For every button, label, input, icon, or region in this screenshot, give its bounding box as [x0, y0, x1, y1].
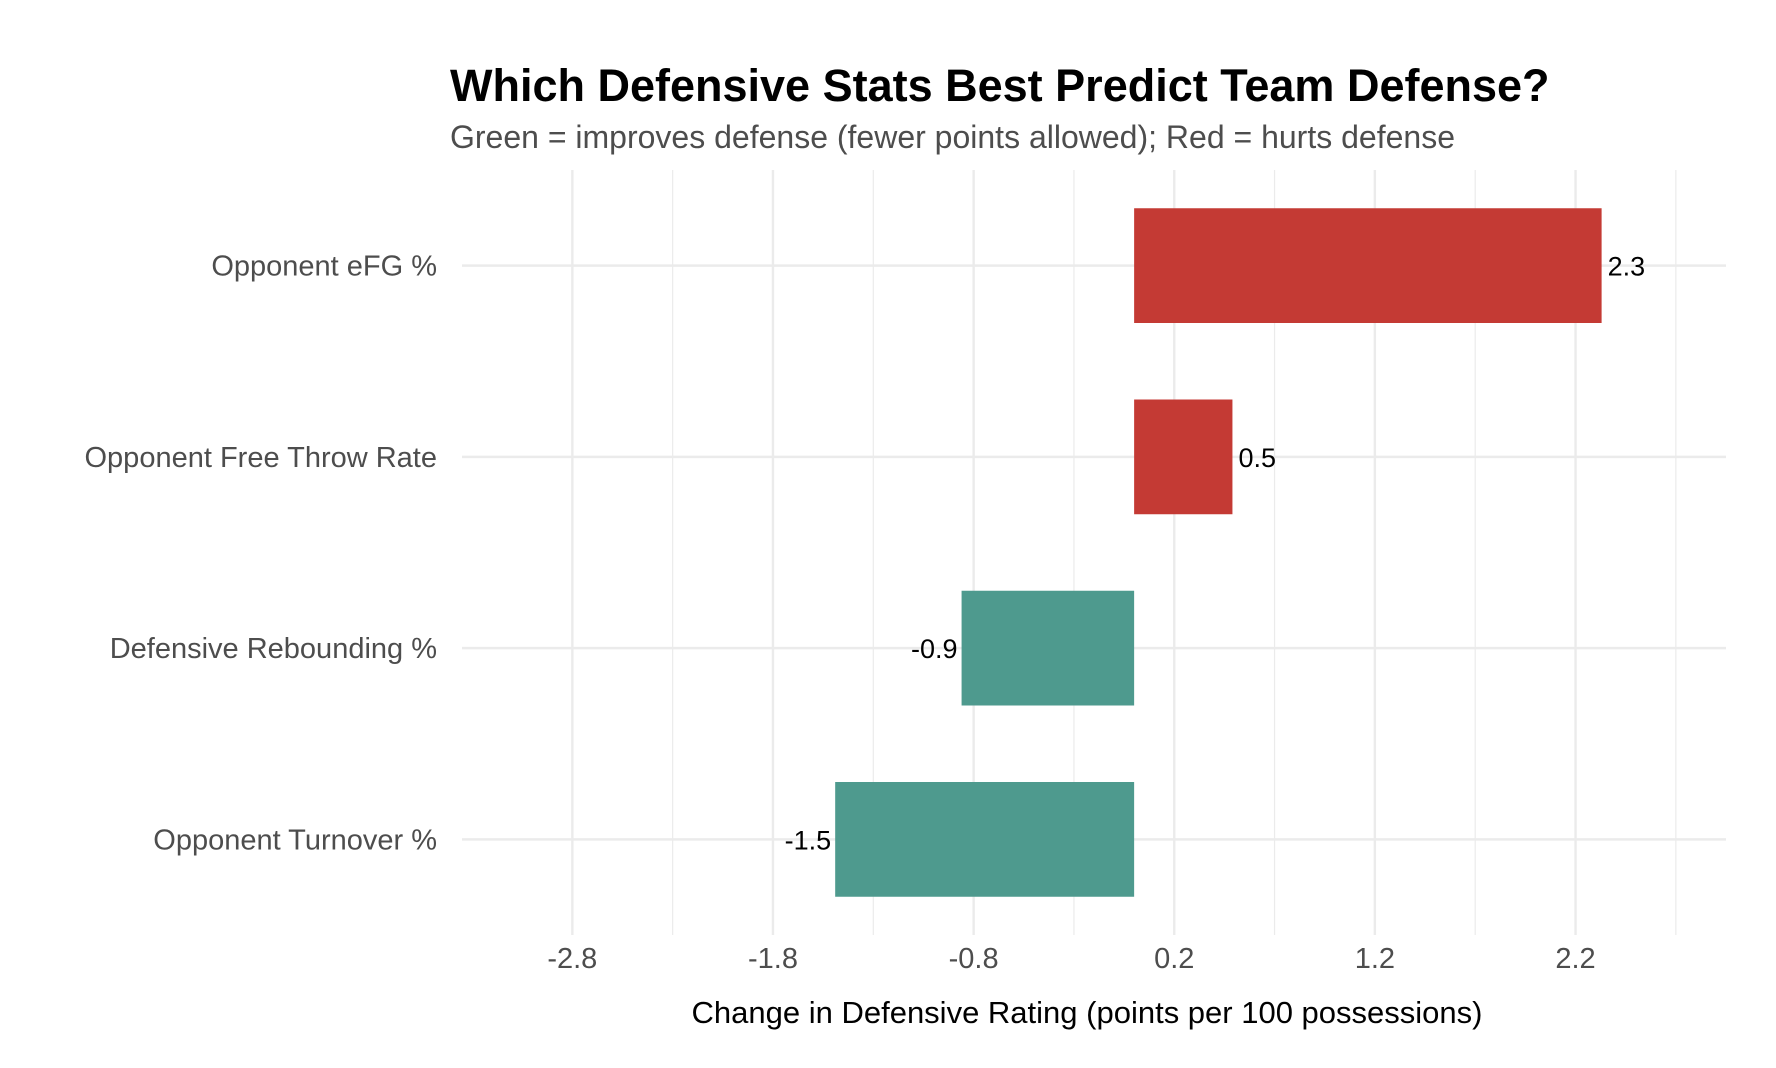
x-tick-label: 2.2: [1555, 943, 1595, 975]
bar: [835, 782, 1135, 897]
y-tick-label: Opponent eFG %: [211, 251, 437, 283]
chart-subtitle: Green = improves defense (fewer points a…: [450, 119, 1455, 155]
bars: [835, 208, 1602, 897]
bar-value-label: 2.3: [1608, 252, 1646, 282]
bar: [961, 590, 1135, 706]
y-tick-label: Defensive Rebounding %: [110, 633, 437, 665]
x-tick-label: -0.8: [949, 943, 999, 975]
bar-value-label: -0.9: [911, 634, 958, 664]
x-tick-label: 1.2: [1355, 943, 1395, 975]
bar-value-label: -1.5: [785, 825, 832, 855]
y-tick-label: Opponent Turnover %: [153, 824, 437, 856]
data-labels: 2.3 0.5 -0.9 -1.5: [785, 252, 1646, 856]
x-tick-label: -2.8: [547, 943, 597, 975]
chart-title: Which Defensive Stats Best Predict Team …: [450, 60, 1550, 111]
bar-value-label: 0.5: [1238, 443, 1276, 473]
y-axis-tick-labels: Opponent eFG % Opponent Free Throw Rate De…: [85, 251, 438, 857]
x-tick-label: 0.2: [1154, 943, 1194, 975]
x-axis-tick-labels: -2.8 -1.8 -0.8 0.2 1.2 2.2: [547, 943, 1595, 975]
y-tick-label: Opponent Free Throw Rate: [85, 442, 438, 474]
bar: [1134, 208, 1602, 323]
x-tick-label: -1.8: [748, 943, 798, 975]
x-axis-title: Change in Defensive Rating (points per 1…: [692, 995, 1483, 1030]
bar: [1134, 399, 1233, 515]
